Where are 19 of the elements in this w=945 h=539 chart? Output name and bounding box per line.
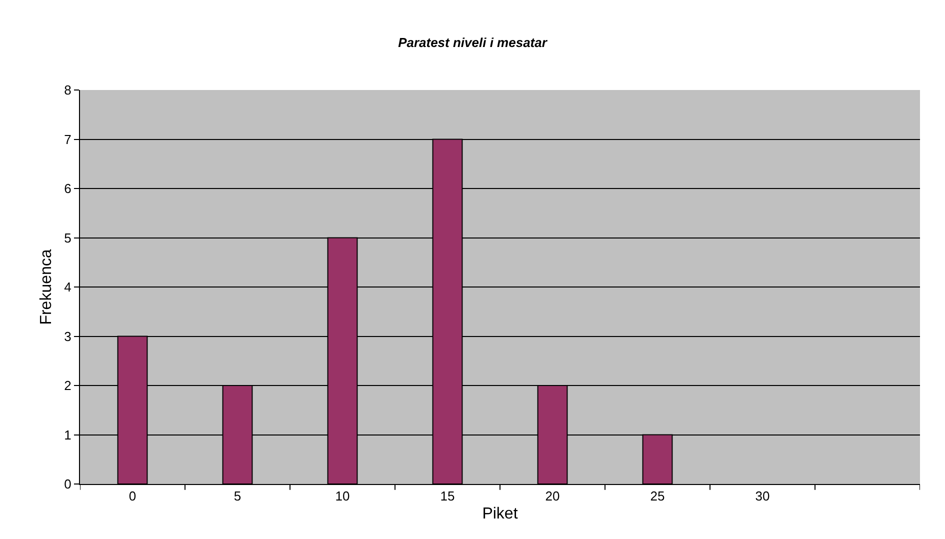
x-axis-title: Piket <box>482 505 518 522</box>
x-tick-label: 15 <box>440 488 455 504</box>
x-tick-label: 20 <box>545 488 560 504</box>
x-tick-label: 0 <box>128 488 136 504</box>
y-axis-title: Frekuenca <box>38 249 56 325</box>
y-tick-label: 1 <box>64 427 72 442</box>
x-tick-label: 10 <box>335 488 350 504</box>
y-tick-label: 8 <box>64 82 72 98</box>
chart-title: Paratest niveli i mesatar <box>398 34 548 50</box>
y-tick-label: 6 <box>64 181 72 196</box>
y-tick-label: 4 <box>64 280 72 295</box>
y-tick-label: 0 <box>64 476 72 492</box>
x-tick-label: 25 <box>650 488 665 504</box>
y-tick-label: 5 <box>64 230 72 246</box>
x-tick-label: 30 <box>755 488 770 504</box>
y-tick-label: 2 <box>64 378 72 394</box>
y-tick-label: 3 <box>64 328 72 344</box>
y-tick-label: 7 <box>64 132 72 147</box>
x-tick-label: 5 <box>234 488 242 504</box>
